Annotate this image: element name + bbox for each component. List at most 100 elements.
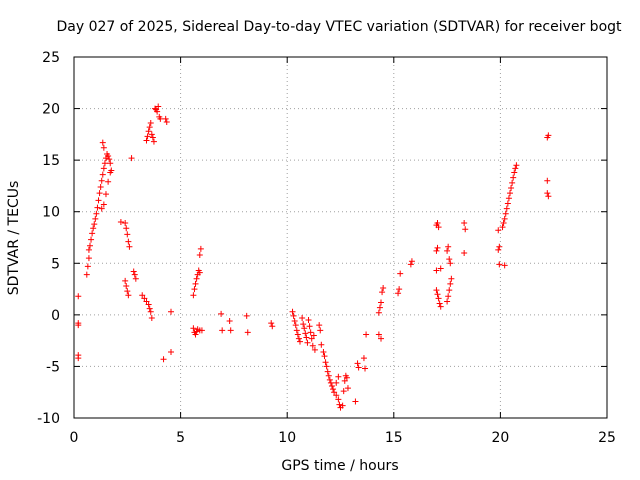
- data-point: [352, 398, 359, 405]
- data-point: [95, 197, 102, 204]
- data-point: [243, 312, 250, 319]
- grid: [74, 57, 607, 418]
- data-point: [433, 247, 440, 254]
- x-axis-title: GPS time / hours: [281, 458, 398, 474]
- data-point: [544, 177, 551, 184]
- data-point: [436, 300, 443, 307]
- data-point: [197, 245, 204, 252]
- data-point: [435, 224, 442, 231]
- data-point: [143, 137, 150, 144]
- y-axis-title: SDTVAR / TECUs: [6, 181, 22, 296]
- data-point: [154, 108, 161, 115]
- y-tick-label: -10: [37, 411, 60, 427]
- data-point: [446, 256, 453, 263]
- data-point: [495, 246, 502, 253]
- data-point: [395, 290, 402, 297]
- data-point: [149, 134, 156, 141]
- data-point: [446, 287, 453, 294]
- data-point: [322, 359, 329, 366]
- data-point: [437, 303, 444, 310]
- data-point: [101, 160, 108, 167]
- data-point: [376, 304, 383, 311]
- data-point: [130, 268, 137, 275]
- data-point: [191, 286, 198, 293]
- data-point: [147, 308, 154, 315]
- data-point: [192, 331, 199, 338]
- data-point: [98, 205, 105, 212]
- data-point: [123, 225, 130, 232]
- data-point: [124, 231, 131, 238]
- data-point: [100, 144, 107, 151]
- data-point: [545, 193, 552, 200]
- data-point: [328, 383, 335, 390]
- data-point: [125, 292, 132, 299]
- data-point: [88, 236, 95, 243]
- data-point: [117, 219, 124, 226]
- data-point: [317, 327, 324, 334]
- data-point: [100, 201, 107, 208]
- data-point: [90, 225, 97, 232]
- data-point: [244, 329, 251, 336]
- data-point: [505, 195, 512, 202]
- data-point: [168, 308, 175, 315]
- data-point: [145, 301, 152, 308]
- data-point: [311, 346, 318, 353]
- data-point: [380, 285, 387, 292]
- data-point: [219, 327, 226, 334]
- data-point: [301, 325, 308, 332]
- data-point: [447, 260, 454, 267]
- data-point: [378, 335, 385, 342]
- data-point: [296, 338, 303, 345]
- data-point: [304, 339, 311, 346]
- data-point: [145, 128, 152, 135]
- data-point: [99, 139, 106, 146]
- data-point: [327, 379, 334, 386]
- data-point: [293, 327, 300, 334]
- data-point: [91, 221, 98, 228]
- data-point: [363, 331, 370, 338]
- data-point: [196, 252, 203, 259]
- data-point: [340, 388, 347, 395]
- data-point: [325, 372, 332, 379]
- data-point: [193, 275, 200, 282]
- y-tick-label: 0: [51, 308, 60, 324]
- data-point: [75, 322, 82, 329]
- data-point: [318, 341, 325, 348]
- data-point: [190, 325, 197, 332]
- data-point: [508, 184, 515, 191]
- data-point: [500, 220, 507, 227]
- data-point: [545, 132, 552, 139]
- data-point: [83, 271, 90, 278]
- data-point: [375, 309, 382, 316]
- data-point: [106, 156, 113, 163]
- data-point: [290, 312, 297, 319]
- data-point: [148, 131, 155, 138]
- data-point: [93, 210, 100, 217]
- data-point: [105, 153, 112, 160]
- data-point: [150, 138, 157, 145]
- data-point: [155, 103, 162, 110]
- y-tick-label: 20: [42, 102, 60, 118]
- data-point: [108, 167, 115, 174]
- data-point: [192, 280, 199, 287]
- data-point: [324, 368, 331, 375]
- data-point: [162, 115, 169, 122]
- data-point: [105, 178, 112, 185]
- data-point: [168, 348, 175, 355]
- data-point: [122, 220, 129, 227]
- data-point: [268, 320, 275, 327]
- data-point: [84, 263, 91, 270]
- data-point: [89, 230, 96, 237]
- data-point: [146, 305, 153, 312]
- data-point: [462, 226, 469, 233]
- data-point: [362, 365, 369, 372]
- data-point: [144, 133, 151, 140]
- data-point: [152, 105, 159, 112]
- data-point: [354, 360, 361, 367]
- data-point: [321, 353, 328, 360]
- data-point: [448, 275, 455, 282]
- data-point: [510, 174, 517, 181]
- data-point: [226, 318, 233, 325]
- data-point: [344, 385, 351, 392]
